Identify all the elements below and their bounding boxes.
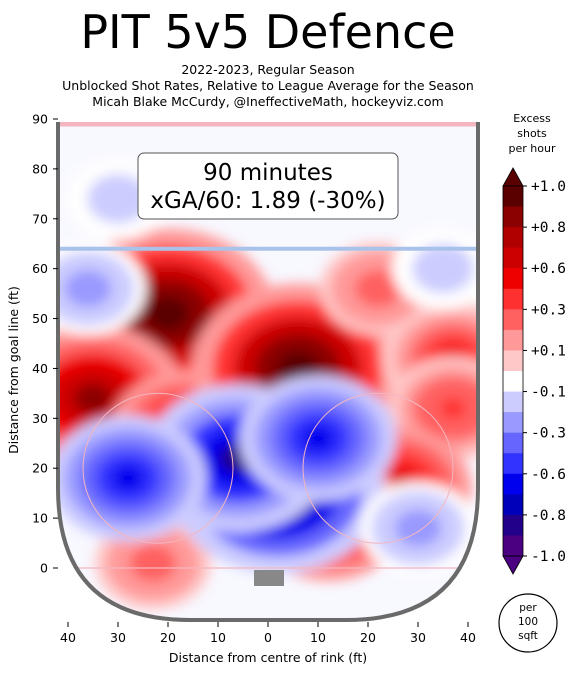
colorbar-segment: [503, 227, 523, 249]
colorbar-segment: [503, 473, 523, 495]
colorbar-tick-label: +1.0: [531, 179, 566, 195]
colorbar-min-arrow: [502, 555, 524, 575]
colorbar-tick-label: -1.0: [531, 549, 566, 565]
y-tick-label: 90: [32, 112, 48, 127]
y-tick-label: 20: [32, 461, 48, 476]
hotspot-ring: [76, 279, 100, 298]
unit-line-3: sqft: [518, 630, 538, 642]
hotspot: [239, 375, 397, 502]
x-tick-label: 30: [110, 630, 126, 645]
colorbar-segment: [503, 494, 523, 516]
unit-line-2: 100: [518, 616, 538, 628]
colorbar-segment: [503, 288, 523, 310]
colorbar-segment: [503, 412, 523, 434]
colorbar-tick-label: +0.3: [531, 302, 566, 318]
y-tick-label: 80: [32, 161, 48, 176]
hotspot: [359, 481, 477, 575]
x-axis-label: Distance from centre of rink (ft): [169, 650, 367, 665]
colorbar-tick-label: +0.8: [531, 220, 566, 236]
subtitle-line-3: Micah Blake McCurdy, @IneffectiveMath, h…: [92, 94, 444, 109]
colorbar-segment: [503, 329, 523, 351]
hotspot-ring: [366, 279, 390, 298]
heat-layer: [58, 157, 478, 610]
colorbar-segment: [503, 432, 523, 454]
x-tick-label: 10: [310, 630, 326, 645]
faceoff-circle-right: [302, 392, 454, 544]
colorbar-max-arrow: [502, 167, 524, 187]
x-tick-label: 40: [60, 630, 76, 645]
annotation-minutes: 90 minutes: [203, 160, 333, 186]
colorbar-segment: [503, 350, 523, 372]
hotspot-ring: [432, 260, 454, 277]
colorbar-title-1: Excess: [513, 112, 551, 125]
hotspot-ring: [107, 190, 129, 208]
annotation-box: [137, 152, 399, 220]
colorbar-segment: [503, 309, 523, 331]
y-axis-label: Distance from goal line (ft): [6, 286, 21, 454]
colorbar-segment: [503, 247, 523, 269]
colorbar-tick-label: -0.6: [531, 467, 566, 483]
colorbar-tick-label: -0.1: [531, 385, 566, 401]
x-axis: 40 30 20 10 0 10 20 30 40: [60, 622, 476, 645]
x-tick-label: 0: [264, 630, 272, 645]
hotspot-ring: [146, 296, 190, 331]
subtitle-line-1: 2022-2023, Regular Season: [181, 62, 355, 77]
colorbar: +1.0 +0.8 +0.6 +0.3 +0.1 -0.1 -0.3 -0.6 -0.8 -1.0: [502, 167, 566, 575]
colorbar-frame: [502, 185, 524, 557]
colorbar-segment: [503, 391, 523, 413]
colorbar-tick-label: -0.8: [531, 508, 566, 524]
hotspot-ring: [74, 383, 112, 414]
hotspot-ring: [302, 425, 334, 451]
faceoff-circle-left: [82, 392, 234, 544]
colorbar-segment: [503, 268, 523, 290]
colorbar-title-3: per hour: [509, 142, 556, 155]
colorbar-segment: [503, 453, 523, 475]
hotspot-ring: [406, 518, 430, 538]
annotation-xga: xGA/60: 1.89 (-30%): [150, 188, 385, 214]
x-tick-label: 20: [360, 630, 376, 645]
colorbar-tick-label: +0.6: [531, 261, 566, 277]
rink-boards: [56, 122, 480, 622]
colorbar-title-2: shots: [517, 127, 547, 140]
y-tick-label: 0: [40, 561, 48, 576]
hotspot-ring: [141, 553, 165, 573]
colorbar-segment: [503, 186, 523, 208]
colorbar-segment: [503, 535, 523, 557]
goal-net: [254, 570, 284, 586]
y-tick-label: 10: [32, 511, 48, 526]
x-tick-label: 30: [410, 630, 426, 645]
colorbar-tick-label: +0.1: [531, 343, 566, 359]
x-tick-label: 10: [210, 630, 226, 645]
colorbar-segment: [503, 371, 523, 393]
colorbar-segment: [503, 206, 523, 228]
y-tick-label: 60: [32, 261, 48, 276]
unit-line-1: per: [519, 602, 537, 614]
x-tick-label: 20: [160, 630, 176, 645]
y-tick-label: 70: [32, 211, 48, 226]
hotspot: [58, 415, 207, 542]
colorbar-segment: [503, 514, 523, 536]
colorbar-tick-label: -0.3: [531, 426, 566, 442]
y-tick-label: 30: [32, 411, 48, 426]
y-tick-label: 40: [32, 361, 48, 376]
y-axis: 0 10 20 30 40 50 60 70 80 90: [32, 112, 58, 576]
x-tick-label: 40: [460, 630, 476, 645]
subtitle-line-2: Unblocked Shot Rates, Relative to League…: [62, 78, 474, 93]
unit-badge: [498, 593, 558, 653]
hotspot-ring: [440, 397, 466, 419]
y-tick-label: 50: [32, 311, 48, 326]
chart-title: PIT 5v5 Defence: [80, 5, 456, 59]
hotspot-ring: [112, 465, 144, 491]
